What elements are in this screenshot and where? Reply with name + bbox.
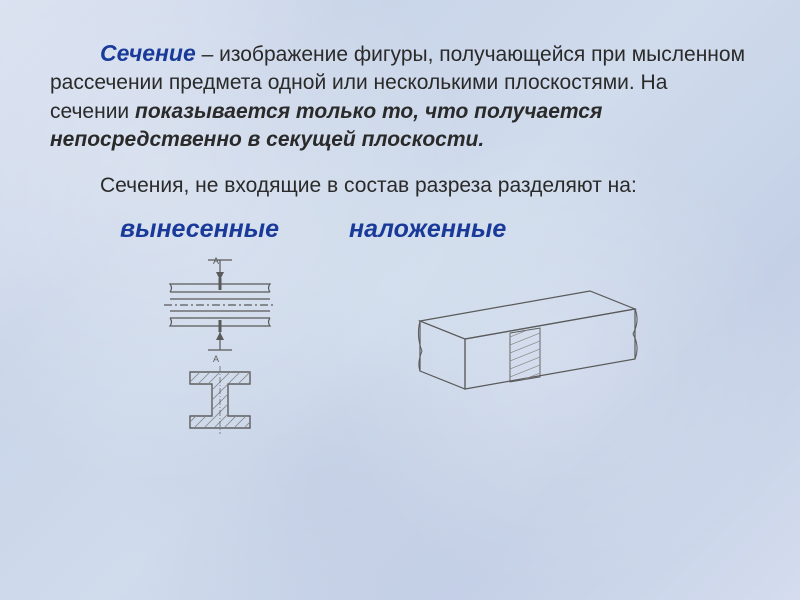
diagram-removed-section: A <box>150 254 300 439</box>
definition-paragraph: Сечение – изображение фигуры, получающей… <box>50 38 750 154</box>
diagram-superimposed-section <box>390 281 650 411</box>
classification-intro: Сечения, не входящие в состав разреза ра… <box>100 172 750 200</box>
svg-text:A: A <box>213 354 219 364</box>
type-superimposed: наложенные <box>349 215 506 244</box>
types-row: вынесенные наложенные <box>120 215 750 244</box>
svg-text:A: A <box>213 256 219 266</box>
dash: – <box>196 43 219 66</box>
diagrams-row: A <box>50 254 750 439</box>
term-title: Сечение <box>100 40 196 66</box>
type-removed: вынесенные <box>120 215 279 244</box>
